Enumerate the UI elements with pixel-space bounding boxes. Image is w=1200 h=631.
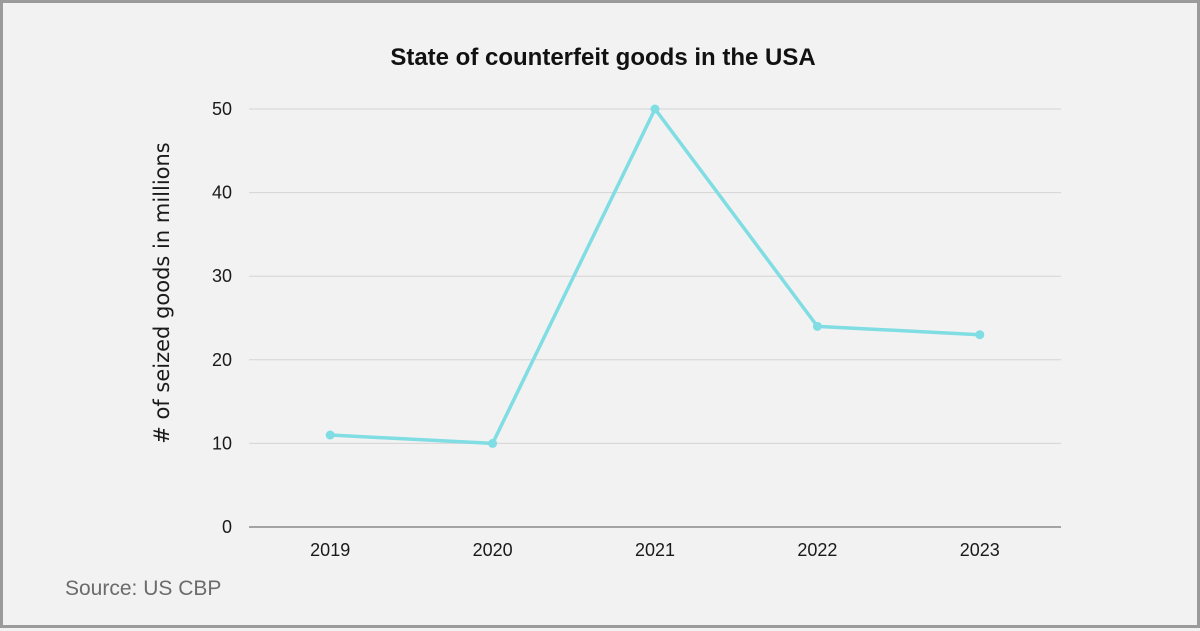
x-axis-ticks: 2019 2020 2021 2022 2023 [310,540,1000,560]
gridlines [249,108,1061,528]
data-point [488,438,498,448]
y-tick-label: 50 [212,99,232,119]
x-tick-label: 2020 [473,540,513,560]
x-tick-label: 2023 [960,540,1000,560]
y-tick-label: 10 [212,433,232,453]
y-tick-label: 40 [212,183,232,203]
data-point [650,104,660,114]
line-chart: State of counterfeit goods in the USA 0 1… [150,44,1061,560]
chart-title: State of counterfeit goods in the USA [390,44,815,71]
y-tick-label: 20 [212,350,232,370]
y-axis-label: # of seized goods in millions [150,142,174,444]
source-note: Source: US CBP [65,577,222,600]
y-tick-label: 30 [212,266,232,286]
data-point [325,430,335,440]
y-tick-label: 0 [222,517,232,537]
x-tick-label: 2019 [310,540,350,560]
data-point [975,330,985,340]
y-axis-ticks: 0 10 20 30 40 50 [212,99,232,537]
x-tick-label: 2022 [797,540,837,560]
x-tick-label: 2021 [635,540,675,560]
data-point [812,321,822,331]
series-group [325,104,985,448]
